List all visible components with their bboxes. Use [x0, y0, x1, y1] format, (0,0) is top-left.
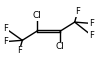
Text: F: F	[89, 19, 94, 28]
Text: F: F	[75, 7, 80, 16]
Text: F: F	[3, 24, 8, 33]
Text: F: F	[3, 37, 8, 46]
Text: Cl: Cl	[32, 11, 41, 20]
Text: F: F	[17, 46, 22, 55]
Text: Cl: Cl	[56, 42, 65, 51]
Text: F: F	[89, 31, 94, 40]
